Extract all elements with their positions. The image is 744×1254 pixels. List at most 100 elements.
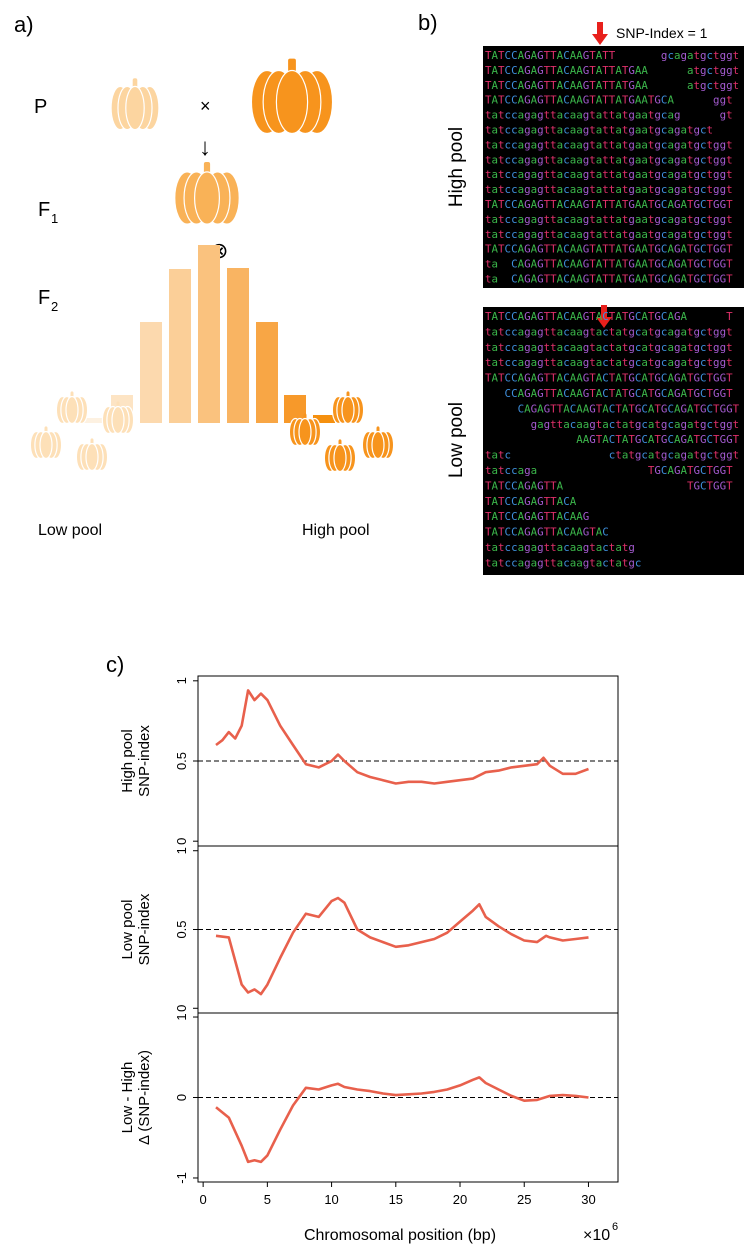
read-box <box>483 46 744 288</box>
pumpkin <box>75 438 109 472</box>
read-sequence: CAGAGTTACAAGTACTATGCATGCAGATGCTGGT <box>485 402 740 415</box>
generation-label: F <box>38 287 50 309</box>
y-tick-label: 1 <box>174 677 189 684</box>
y-axis-label: Low - High <box>119 1062 136 1134</box>
schematic-bar <box>256 322 278 423</box>
pool-label: High pool <box>302 522 370 539</box>
read-sequence: ta CAGAGTTACAAGTATTATGAATGCAGATGCTGGT <box>485 258 733 271</box>
smoothed-line <box>215 689 589 785</box>
pumpkin <box>110 78 160 131</box>
pumpkin-lobe <box>111 405 125 435</box>
y-axis-label: Δ (SNP-index) <box>136 1050 153 1145</box>
generation-subscript: 2 <box>51 299 58 314</box>
snp-arrow <box>592 22 608 45</box>
x-tick-label: 30 <box>581 1192 595 1207</box>
read-sequence: TATCCAGAGTTACAAGTATT gcagatgctggt <box>485 49 739 62</box>
read-sequence: TATCCAGAGTTACAAGTACTATGCATGCAGATGCTGGT <box>485 372 733 385</box>
read-sequence: ta CAGAGTTACAAGTATTATGAATGCAGATGCTGGT <box>485 273 733 286</box>
pumpkin-lobe <box>85 442 99 472</box>
pumpkin <box>323 439 357 473</box>
x-tick-label: 25 <box>517 1192 531 1207</box>
read-sequence: TATCCAGAGTTA TGCTGGT <box>485 479 733 492</box>
low-reads: TATCCAGAGTTACAAGTACTATGCATGCAGA T tatccag… <box>485 310 740 569</box>
schematic-bar <box>84 418 106 423</box>
x-tick-label: 0 <box>200 1192 207 1207</box>
x-axis-label: Chromosomal position (bp) <box>304 1227 496 1244</box>
read-sequence: CCAGAGTTACAAGTACTATGCATGCAGATGCTGGT <box>485 387 733 400</box>
x-multiplier: ×10 <box>583 1227 610 1244</box>
y-tick-label: 0 <box>174 1094 189 1101</box>
x-multiplier-exponent: 6 <box>612 1221 618 1233</box>
read-sequence: TATCCAGAGTTACAAGTATTATGAATGCAGATGCTGGT <box>485 198 733 211</box>
read-box <box>483 307 744 575</box>
y-axis-label: High pool <box>119 729 136 792</box>
read-sequence: tatccagagttacaagtactatgcatgcagatgctggt <box>485 341 733 354</box>
read-sequence: tatc ctatgcatgcagatgctggt <box>485 449 739 462</box>
read-sequence: tatccagagttacaagtattatgaatgcagatgctggt <box>485 183 733 196</box>
read-sequence: TATCCAGAGTTACAAG <box>485 510 589 523</box>
pumpkin-lobe <box>298 417 312 447</box>
panel-label: c) <box>106 652 124 677</box>
snp-index-label: SNP-Index = 0 <box>622 308 714 324</box>
read-sequence: tatccagagttacaagtattatgaatgcagatgctggt <box>485 213 733 226</box>
schematic-bar <box>169 269 191 423</box>
y-tick-label: 1 <box>174 1013 189 1020</box>
generation-label: F <box>38 199 50 221</box>
schematic-bar <box>140 322 162 423</box>
read-sequence: tatccagagttacaagtattatgaatgcagatgctggt <box>485 228 733 241</box>
snp-arrow <box>596 305 612 328</box>
read-sequence: tatccagagttacaagtattatgaatgcagatgct <box>485 124 713 137</box>
pumpkin <box>250 58 334 135</box>
pumpkin <box>101 401 135 435</box>
generation-label: P <box>34 96 47 118</box>
read-sequence: tatccagagttacaagtattatgaatgcag gt <box>485 109 733 122</box>
pool-label: High pool <box>446 127 467 207</box>
read-sequence: TATCCAGAGTTACAAGTAC <box>485 526 609 539</box>
read-sequence: tatccagagttacaagtattatgaatgcagatgctggt <box>485 138 733 151</box>
read-sequence: tatccagagttacaagtactatgcatgcagatgctggt <box>485 325 733 338</box>
snp-index-label: SNP-Index = 1 <box>616 25 708 41</box>
x-tick-label: 15 <box>389 1192 403 1207</box>
pumpkin-lobe <box>371 430 385 460</box>
read-sequence: AAGTACTATGCATGCAGATGCTGGT <box>485 433 740 446</box>
panel-label: b) <box>418 10 438 35</box>
pumpkin-lobe <box>65 395 79 425</box>
pumpkin <box>361 426 395 460</box>
x-tick-label: 20 <box>453 1192 467 1207</box>
y-tick-label: 0.5 <box>174 920 189 938</box>
read-sequence: tatccaga TGCAGATGCTGGT <box>485 464 733 477</box>
pumpkin <box>174 162 240 225</box>
pumpkin-lobe <box>125 85 145 131</box>
pumpkin-lobe <box>341 395 355 425</box>
read-sequence: TATCCAGAGTTACAAGTATTATGAA atgctggt <box>485 79 739 92</box>
y-tick-label: 0 <box>174 1005 189 1012</box>
read-sequence: tatccagagttacaagtattatgaatgcagatgctggt <box>485 168 733 181</box>
generation-subscript: 1 <box>51 211 58 226</box>
read-sequence: TATCCAGAGTTACAAGTATTATGAATGCA ggt <box>485 94 733 107</box>
high-reads: TATCCAGAGTTACAAGTATT gcagatgctggt TATCCAG… <box>485 49 739 286</box>
pumpkin <box>55 391 89 425</box>
y-axis-label: Low pool <box>119 899 136 959</box>
pumpkin-lobe <box>194 171 221 225</box>
pool-label: Low pool <box>38 522 102 539</box>
read-sequence: tatccagagttacaagtactatgcatgcagatgctggt <box>485 356 733 369</box>
panel-label: a) <box>14 12 34 37</box>
read-sequence: TATCCAGAGTTACAAGTATTATGAA atgctggt <box>485 64 739 77</box>
read-sequence: TATCCAGAGTTACAAGTATTATGAATGCAGATGCTGGT <box>485 243 733 256</box>
smoothed-line <box>215 896 589 996</box>
pumpkin <box>331 391 365 425</box>
y-axis-label: SNP-index <box>136 725 153 797</box>
y-tick-label: 1 <box>174 847 189 854</box>
schematic-bar <box>313 415 335 423</box>
x-tick-label: 10 <box>324 1192 338 1207</box>
pool-label: Low pool <box>446 402 467 478</box>
y-axis-label: SNP-index <box>136 893 153 965</box>
schematic-bar <box>227 268 249 423</box>
x-tick-label: 5 <box>264 1192 271 1207</box>
cross-symbol: × <box>200 96 211 116</box>
read-sequence: tatccagagttacaagtattatgaatgcagatgctggt <box>485 153 733 166</box>
y-tick-label: 0.5 <box>174 752 189 770</box>
schematic-bar <box>198 245 220 423</box>
pumpkin-lobe <box>333 443 347 473</box>
